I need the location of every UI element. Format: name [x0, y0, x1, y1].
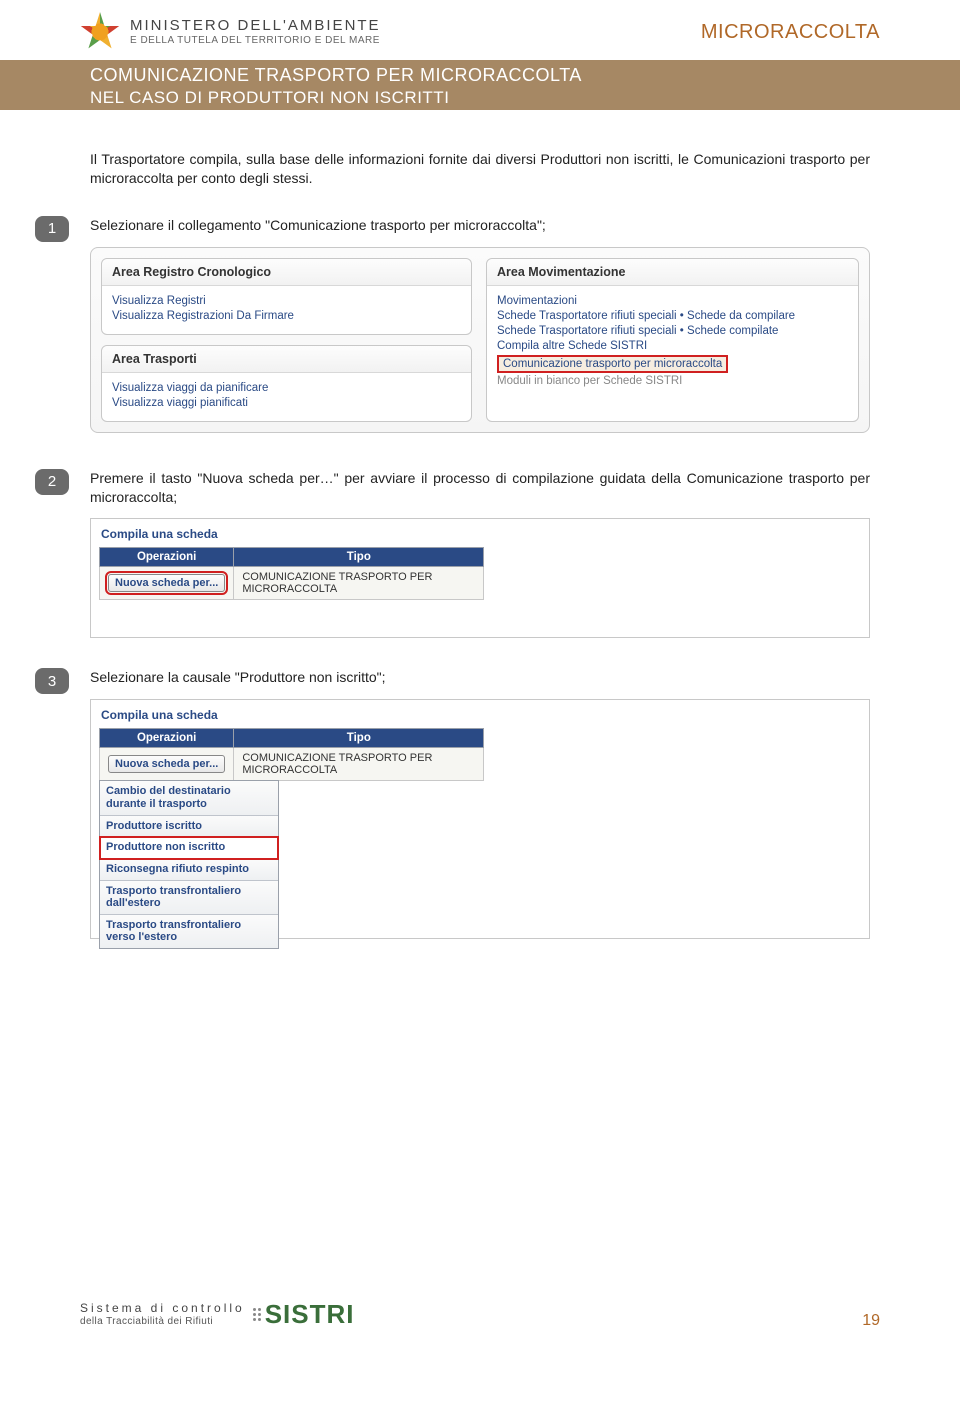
compila-title-2: Compila una scheda: [99, 525, 861, 547]
step-number-1: 1: [35, 216, 69, 242]
step-number-3: 3: [35, 668, 69, 694]
footer-line1: Sistema di controllo: [80, 1302, 245, 1315]
page-footer: Sistema di controllo della Tracciabilità…: [80, 1299, 880, 1330]
band-line1: COMUNICAZIONE TRASPORTO PER MICRORACCOLT…: [90, 64, 582, 87]
step-3: 3 Selezionare la causale "Produttore non…: [90, 668, 870, 939]
step-2: 2 Premere il tasto "Nuova scheda per…" p…: [90, 469, 870, 639]
step-1-panel: Area Registro Cronologico Visualizza Reg…: [90, 247, 870, 433]
step-2-compila-panel: Compila una scheda Operazioni Tipo Nuova…: [90, 518, 870, 638]
step-2-text: Premere il tasto "Nuova scheda per…" per…: [90, 469, 870, 507]
compila-title-3: Compila una scheda: [99, 706, 861, 728]
link-visualizza-registrazioni[interactable]: Visualizza Registrazioni Da Firmare: [112, 309, 461, 324]
area-movimentazione-box: Area Movimentazione Movimentazioni Sched…: [486, 258, 859, 422]
step-1-text: Selezionare il collegamento "Comunicazio…: [90, 216, 870, 235]
compila-table-2: Operazioni Tipo Nuova scheda per... COMU…: [99, 547, 484, 600]
link-visualizza-registri[interactable]: Visualizza Registri: [112, 294, 461, 309]
dropdown-item[interactable]: Produttore non iscritto: [100, 837, 278, 859]
doc-title: MICRORACCOLTA: [701, 21, 880, 44]
ministry-logo-block: MINISTERO DELL'AMBIENTE E DELLA TUTELA D…: [80, 12, 381, 52]
page-header: MINISTERO DELL'AMBIENTE E DELLA TUTELA D…: [0, 0, 960, 60]
th-tipo-3: Tipo: [234, 729, 484, 748]
sistri-brand: SISTRI: [265, 1299, 355, 1330]
area-movimentazione-title: Area Movimentazione: [487, 259, 858, 286]
intro-paragraph: Il Trasportatore compila, sulla base del…: [90, 150, 870, 188]
link-movimentazioni[interactable]: Movimentazioni: [497, 294, 848, 309]
link-schede-da-compilare[interactable]: Schede Trasportatore rifiuti speciali • …: [497, 309, 848, 324]
th-tipo-2: Tipo: [234, 548, 484, 567]
ministry-line1: MINISTERO DELL'AMBIENTE: [130, 18, 381, 35]
link-compila-altre[interactable]: Compila altre Schede SISTRI: [497, 339, 848, 354]
area-trasporti-box: Area Trasporti Visualizza viaggi da pian…: [101, 345, 472, 422]
footer-text: Sistema di controllo della Tracciabilità…: [80, 1302, 245, 1326]
ministry-line2: E DELLA TUTELA DEL TERRITORIO E DEL MARE: [130, 35, 381, 46]
band-line2: NEL CASO DI PRODUTTORI NON ISCRITTI: [90, 87, 582, 108]
area-registro-title: Area Registro Cronologico: [102, 259, 471, 286]
dropdown-item[interactable]: Trasporto transfrontaliero verso l'ester…: [100, 915, 278, 948]
ministry-text: MINISTERO DELL'AMBIENTE E DELLA TUTELA D…: [130, 18, 381, 46]
step-number-2: 2: [35, 469, 69, 495]
th-operazioni-2: Operazioni: [100, 548, 234, 567]
th-operazioni-3: Operazioni: [100, 729, 234, 748]
footer-line2: della Tracciabilità dei Rifiuti: [80, 1316, 245, 1327]
btn-nuova-scheda-2[interactable]: Nuova scheda per...: [108, 574, 225, 592]
step-3-compila-panel: Compila una scheda Operazioni Tipo Nuova…: [90, 699, 870, 939]
dropdown-item[interactable]: Produttore iscritto: [100, 816, 278, 838]
link-moduli-bianco[interactable]: Moduli in bianco per Schede SISTRI: [497, 374, 848, 389]
tipo-value-3: COMUNICAZIONE TRASPORTO PER MICRORACCOLT…: [234, 748, 484, 781]
ministry-star-icon: [80, 12, 120, 52]
link-comunicazione-microraccolta[interactable]: Comunicazione trasporto per microraccolt…: [497, 355, 728, 373]
section-band: COMUNICAZIONE TRASPORTO PER MICRORACCOLT…: [0, 60, 960, 110]
causale-dropdown: Cambio del destinatario durante il trasp…: [99, 780, 279, 949]
link-viaggi-pianificati[interactable]: Visualizza viaggi pianificati: [112, 396, 461, 411]
area-trasporti-title: Area Trasporti: [102, 346, 471, 373]
compila-table-3: Operazioni Tipo Nuova scheda per... COMU…: [99, 728, 484, 781]
dropdown-item[interactable]: Cambio del destinatario durante il trasp…: [100, 781, 278, 815]
step-3-text: Selezionare la causale "Produttore non i…: [90, 668, 870, 687]
step-1: 1 Selezionare il collegamento "Comunicaz…: [90, 216, 870, 433]
area-registro-box: Area Registro Cronologico Visualizza Reg…: [101, 258, 472, 335]
sistri-dots-icon: [253, 1308, 261, 1321]
btn-nuova-scheda-3[interactable]: Nuova scheda per...: [108, 755, 225, 773]
sistri-logo: SISTRI: [253, 1299, 355, 1330]
dropdown-item[interactable]: Trasporto transfrontaliero dall'estero: [100, 881, 278, 915]
link-viaggi-pianificare[interactable]: Visualizza viaggi da pianificare: [112, 381, 461, 396]
tipo-value-2: COMUNICAZIONE TRASPORTO PER MICRORACCOLT…: [234, 567, 484, 600]
link-schede-compilate[interactable]: Schede Trasportatore rifiuti speciali • …: [497, 324, 848, 339]
dropdown-item[interactable]: Riconsegna rifiuto respinto: [100, 859, 278, 881]
page-number: 19: [862, 1312, 880, 1330]
